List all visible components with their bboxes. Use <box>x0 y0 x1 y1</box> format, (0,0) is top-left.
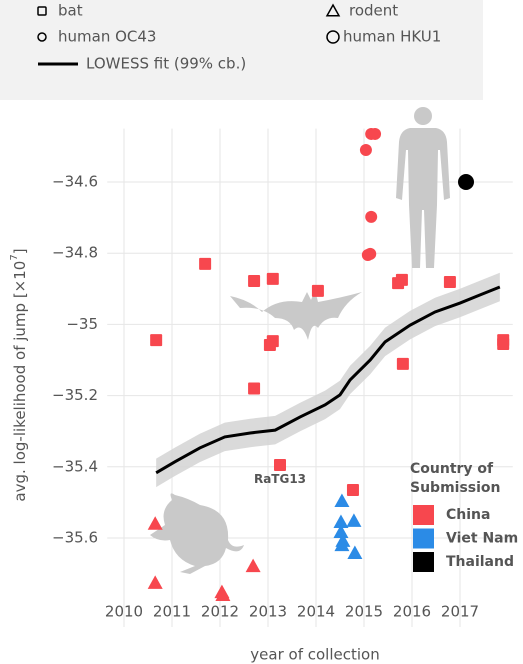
legend-label: human HKU1 <box>343 28 441 46</box>
square-marker <box>346 483 359 496</box>
x-tick-label: 2010 <box>105 603 143 621</box>
legend-label: bat <box>58 2 83 20</box>
circle-marker <box>369 127 382 140</box>
legend-label: Viet Nam <box>446 531 518 547</box>
legend-label: Thailand <box>446 554 514 570</box>
x-tick-label: 2016 <box>393 603 431 621</box>
triangle-marker <box>334 493 350 507</box>
triangle-marker <box>346 513 362 527</box>
x-tick-label: 2017 <box>441 603 479 621</box>
triangle-marker <box>325 3 341 17</box>
legend-label: China <box>446 507 490 523</box>
triangle-marker <box>334 537 350 552</box>
x-tick-label: 2012 <box>201 603 239 621</box>
y-tick-label: −34.6 <box>52 173 98 191</box>
legend-label: LOWESS fit (99% cb.) <box>86 55 246 73</box>
human-silhouette <box>396 107 450 268</box>
triangle-marker <box>333 524 349 538</box>
triangle-marker <box>215 587 231 601</box>
x-tick-label: 2015 <box>345 603 383 621</box>
x-axis-label: year of collection <box>250 646 379 664</box>
y-tick-label: −35 <box>66 315 98 333</box>
square-marker <box>199 257 212 270</box>
y-tick-label: −35.4 <box>52 457 98 475</box>
legend-swatch <box>413 528 434 549</box>
circle-marker <box>364 247 377 260</box>
circle-marker <box>359 143 372 156</box>
square-marker <box>150 334 163 347</box>
legend-title: Submission <box>410 480 501 496</box>
legend-title: Country of <box>410 461 494 477</box>
circle-marker <box>365 210 378 223</box>
y-tick-label: −35.6 <box>52 529 98 547</box>
y-label-sup: 7 <box>9 254 20 260</box>
square-marker <box>497 337 510 350</box>
triangle-marker <box>333 514 349 528</box>
plot-area <box>107 128 513 627</box>
x-tick-label: 2011 <box>153 603 191 621</box>
legend-box <box>0 0 483 100</box>
y-label-text: avg. log-likelihood of jump [×10 <box>11 261 29 502</box>
square-marker <box>37 6 47 16</box>
circle-marker <box>37 32 47 42</box>
legend-label: rodent <box>349 2 398 20</box>
y-axis-label: avg. log-likelihood of jump [×107] <box>9 248 29 501</box>
circle-marker <box>326 30 340 44</box>
square-marker <box>311 284 324 297</box>
lowess-line <box>155 285 501 475</box>
triangle-marker <box>147 575 163 589</box>
y-label-end: ] <box>11 248 29 254</box>
triangle-marker <box>347 545 363 559</box>
rat-silhouette <box>150 493 244 574</box>
y-tick-label: −35.2 <box>52 386 98 404</box>
square-marker <box>396 357 409 370</box>
legend-swatch <box>413 505 434 525</box>
y-tick-label: −34.8 <box>52 244 98 262</box>
square-marker <box>266 272 279 285</box>
triangle-marker <box>147 516 163 530</box>
square-marker <box>443 276 456 289</box>
legend-label: human OC43 <box>58 28 156 46</box>
square-marker <box>248 274 261 287</box>
triangle-marker <box>245 558 261 573</box>
bat-silhouette <box>230 290 362 340</box>
legend-swatch <box>413 552 434 572</box>
x-tick-label: 2013 <box>249 603 287 621</box>
square-marker <box>395 273 408 286</box>
x-tick-label: 2014 <box>297 603 335 621</box>
square-marker <box>266 335 279 348</box>
square-marker <box>274 459 286 472</box>
annotation: RaTG13 <box>254 472 306 486</box>
circle-marker <box>458 174 474 190</box>
square-marker <box>248 382 261 395</box>
